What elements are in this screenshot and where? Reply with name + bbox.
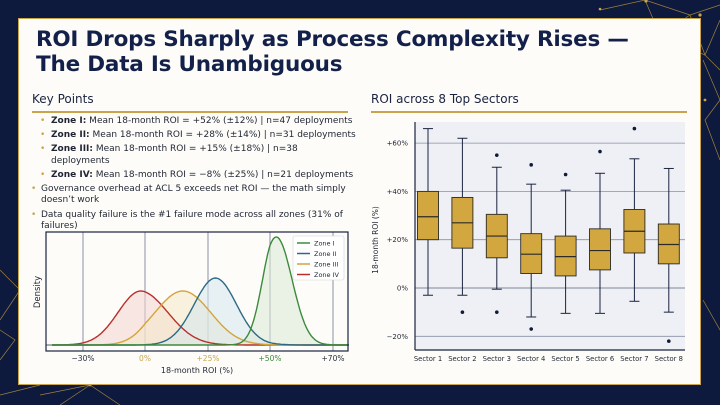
- title-line-2: The Data Is Unambiguous: [36, 52, 343, 77]
- key-point-text: Mean 18-month ROI = −8% (±25%) | n=21 de…: [92, 169, 354, 180]
- boxplot-y-tick-label: +40%: [387, 188, 409, 196]
- density-y-axis-label: Density: [33, 276, 43, 308]
- boxplot-x-tick-label: Sector 3: [483, 355, 511, 363]
- boxplot-y-tick-label: 0%: [397, 285, 408, 293]
- sector-box-5: [554, 172, 577, 314]
- boxplot-x-tick-label: Sector 2: [448, 355, 476, 363]
- density-areas: [52, 237, 349, 345]
- density-area-zone-iv: [52, 291, 349, 345]
- key-point-text: Data quality failure is the #1 failure m…: [41, 209, 343, 232]
- sector-box-7: [623, 126, 646, 302]
- boxplot-x-tick-label: Sector 7: [620, 355, 648, 363]
- bullet-icon: •: [40, 116, 46, 126]
- sector-box-4: [520, 163, 543, 331]
- key-point-label: Zone IV:: [51, 169, 93, 180]
- sector-box-6: [589, 149, 611, 314]
- key-points-heading: Key Points: [32, 92, 94, 106]
- density-area-zone-ii: [52, 278, 349, 345]
- density-x-tick-label: +25%: [197, 354, 220, 363]
- slide-title: ROI Drops Sharply as Process Complexity …: [36, 27, 696, 77]
- density-x-tick-label: +50%: [259, 354, 282, 363]
- boxplot-x-tick-label: Sector 4: [517, 355, 545, 363]
- key-point-text: Mean 18-month ROI = +15% (±18%) | n=38 d…: [51, 144, 298, 166]
- density-x-tick-label: 0%: [139, 354, 151, 363]
- key-point-item: • Data quality failure is the #1 failure …: [27, 210, 357, 233]
- key-point-item: • Zone II: Mean 18-month ROI = +28% (±14%…: [27, 130, 357, 142]
- density-lines: [52, 236, 349, 346]
- density-x-tick-label: +70%: [322, 354, 345, 363]
- iqr-box: [417, 190, 439, 241]
- legend-label: Zone II: [314, 250, 337, 258]
- boxplot-boxes: [417, 126, 680, 343]
- key-point-text: Mean 18-month ROI = +28% (±14%) | n=31 d…: [89, 130, 356, 140]
- outlier-point: [563, 172, 568, 177]
- boxplot-y-ticks: −20% 0% +20% +40% +60%: [387, 140, 409, 341]
- boxplot-x-ticks: Sector 1 Sector 2 Sector 3 Sector 4 Sector 5…: [414, 355, 683, 363]
- outlier-point: [460, 310, 465, 314]
- boxplot-y-tick-label: −20%: [387, 333, 409, 341]
- bullet-icon: •: [40, 144, 46, 154]
- sector-chart-divider: [371, 111, 687, 113]
- key-point-label: Zone III:: [51, 144, 93, 154]
- key-points-divider: [32, 111, 348, 113]
- sector-box-2: [451, 137, 474, 314]
- iqr-box: [589, 228, 611, 271]
- iqr-box: [657, 223, 680, 265]
- legend-box: [292, 235, 345, 281]
- legend-label: Zone III: [314, 261, 338, 269]
- density-x-ticks: −30% 0% +25% +50% +70%: [72, 354, 345, 363]
- density-legend: Zone I Zone II Zone III Zone IV: [292, 235, 345, 281]
- outlier-point: [495, 310, 499, 314]
- sector-box-1: [417, 128, 439, 296]
- density-plot-frame: [45, 231, 349, 352]
- density-x-tick-label: −30%: [72, 354, 95, 363]
- boxplot-y-axis-label: 18-month ROI (%): [371, 206, 380, 274]
- key-point-label: Zone I:: [51, 116, 87, 126]
- bullet-icon: •: [31, 209, 37, 220]
- boxplot-x-tick-label: Sector 1: [414, 355, 442, 363]
- density-area-zone-i: [52, 237, 349, 345]
- title-line-1: ROI Drops Sharply as Process Complexity …: [36, 27, 629, 52]
- iqr-box: [520, 233, 543, 274]
- key-point-item: • Zone III: Mean 18-month ROI = +15% (±18…: [27, 144, 357, 167]
- legend-label: Zone IV: [314, 271, 340, 279]
- sector-box-3: [485, 153, 508, 314]
- density-x-axis-label: 18-month ROI (%): [161, 366, 233, 375]
- boxplot-y-tick-label: +60%: [387, 140, 409, 148]
- outlier-point: [667, 339, 671, 343]
- key-point-item: • Zone I: Mean 18-month ROI = +52% (±12%)…: [27, 116, 357, 128]
- outlier-point: [529, 327, 533, 331]
- bullet-icon: •: [40, 130, 46, 140]
- key-point-label: Zone II:: [51, 130, 90, 140]
- key-point-text: Mean 18-month ROI = +52% (±12%) | n=47 d…: [86, 116, 353, 126]
- key-points-list: • Zone I: Mean 18-month ROI = +52% (±12%)…: [27, 116, 357, 236]
- key-point-item: • Zone IV: Mean 18-month ROI = −8% (±25%)…: [27, 170, 357, 182]
- outlier-point: [495, 153, 499, 157]
- outlier-point: [598, 149, 602, 154]
- iqr-box: [554, 235, 577, 277]
- key-point-item: • Governance overhead at ACL 5 exceeds ne…: [27, 184, 357, 207]
- key-point-text: Governance overhead at ACL 5 exceeds net…: [41, 183, 346, 206]
- bullet-icon: •: [31, 183, 37, 194]
- legend-label: Zone I: [314, 240, 335, 248]
- boxplot-y-tick-label: +20%: [387, 236, 409, 244]
- outlier-point: [632, 126, 637, 131]
- bullet-icon: •: [40, 169, 46, 180]
- boxplot-x-tick-label: Sector 8: [655, 355, 683, 363]
- outlier-point: [529, 163, 533, 167]
- sector-chart-heading: ROI across 8 Top Sectors: [371, 92, 519, 106]
- density-line-zone-i: [52, 236, 349, 346]
- boxplot-x-tick-label: Sector 5: [551, 355, 579, 363]
- boxplot-x-tick-label: Sector 6: [586, 355, 614, 363]
- sector-box-8: [657, 167, 680, 343]
